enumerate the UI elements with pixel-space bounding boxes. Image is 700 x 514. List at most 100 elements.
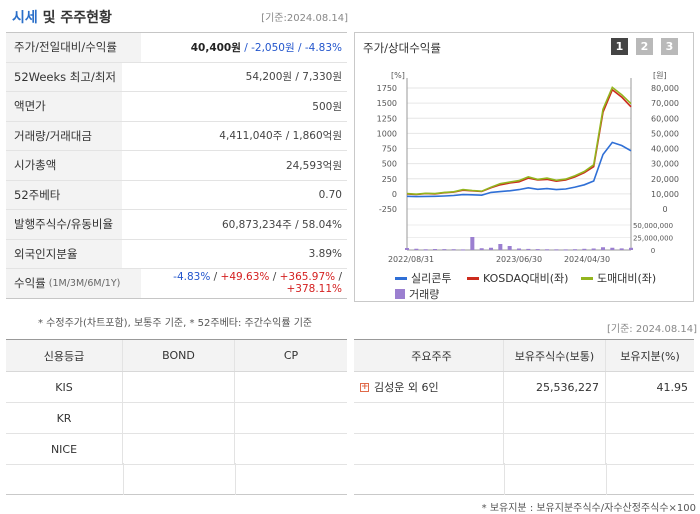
return-3m: +49.63%: [220, 271, 270, 284]
returns-periods: (1M/3M/6M/1Y): [48, 277, 121, 289]
credit-cp: [235, 434, 347, 464]
reference-date: [기준:2024.08.14]: [261, 13, 348, 24]
volume-tick-label: 50,000,000: [633, 222, 673, 230]
volume-bar: [498, 244, 503, 250]
right-tick-label: 10,000: [651, 190, 679, 199]
legend-swatch: [581, 276, 593, 280]
credit-header-cp: CP: [283, 349, 299, 362]
table-row: [354, 403, 694, 434]
major-shareholders-table: 주요주주 보유주식수(보통) 보유지분(%) + 김성운 외 6인 25,536,…: [354, 339, 694, 465]
table-row: KR: [6, 403, 347, 434]
volume-bar: [628, 247, 634, 250]
legend-stock: 실리콘투: [395, 270, 451, 286]
period-button-2[interactable]: 2: [636, 38, 653, 55]
stats-row-returns: 수익률 (1M/3M/6M/1Y) -4.83% / +49.63% / +365…: [6, 269, 347, 299]
table-row: KIS: [6, 372, 347, 403]
credit-bond: [123, 372, 235, 402]
legend-swatch: [395, 276, 407, 280]
volume-bar: [516, 248, 522, 250]
right-unit-label: [원]: [653, 71, 667, 80]
holder-name-cell[interactable]: + 김성운 외 6인: [354, 372, 504, 402]
stats-label: 52주베타: [6, 180, 122, 209]
volume-bar: [526, 248, 531, 250]
right-tick-label: 80,000: [651, 84, 679, 93]
stats-label: 액면가: [6, 92, 122, 121]
stats-value: 40,400원 / -2,050원 / -4.83%: [141, 40, 347, 55]
holders-empty-area: [354, 463, 694, 495]
stats-row-shares: 발행주식수/유동비율 60,873,234주 / 58.04%: [6, 210, 347, 240]
legend-kosdaq: KOSDAQ대비(좌): [467, 270, 568, 286]
left-tick-label: 1000: [377, 129, 397, 138]
right-tick-label: 30,000: [651, 160, 679, 169]
right-tick-label: 50,000: [651, 129, 679, 138]
return-1y: +378.11%: [286, 283, 342, 296]
stats-label: 거래량/거래대금: [6, 121, 122, 150]
credit-header-rating: 신용등급: [6, 340, 123, 371]
stats-value: 54,200원 / 7,330원: [245, 71, 342, 84]
volume-bar: [488, 247, 494, 250]
left-tick-label: 0: [392, 190, 397, 199]
holders-footnote: * 보유지분 : 보유지분주식수/자수산정주식수×100: [481, 503, 696, 514]
stats-label: 발행주식수/유동비율: [6, 210, 122, 239]
title-rest: 및 주주현황: [37, 10, 112, 26]
x-tick-label: 2023/06/30: [496, 255, 542, 264]
stats-value: 3.89%: [308, 247, 342, 260]
holders-header-name: 주요주주: [354, 340, 504, 371]
holder-shares: 25,536,227: [504, 372, 606, 402]
volume-tick-label: 0: [651, 247, 655, 255]
table-row: NICE: [6, 434, 347, 465]
stats-label: 시가총액: [6, 151, 122, 180]
reference-date-2: [기준: 2024.08.14]: [607, 324, 698, 335]
left-tick-label: 750: [382, 145, 397, 154]
expand-plus-icon[interactable]: +: [360, 381, 369, 392]
legend-label: KOSDAQ대비(좌): [483, 272, 569, 285]
legend-volume: 거래량: [395, 286, 439, 302]
volume-bar: [554, 249, 559, 251]
legend-label: 실리콘투: [411, 272, 452, 285]
holders-header-pct: 보유지분(%): [620, 349, 680, 363]
left-tick-label: 500: [382, 160, 397, 169]
legend-swatch: [467, 276, 479, 280]
volume-bar: [600, 247, 606, 250]
price-change: / -2,050원: [240, 41, 295, 54]
credit-bond: [123, 403, 235, 433]
price-chart-panel: 주가/상대수익률 1 2 3 1750 1500 1250 1000 750 500 250…: [354, 32, 694, 302]
volume-bar: [507, 246, 512, 250]
stats-label: 외국인지분율: [6, 239, 122, 268]
period-button-1[interactable]: 1: [611, 38, 628, 55]
volume-bar: [563, 249, 568, 251]
return-6m: +365.97%: [279, 271, 336, 284]
volume-bar: [404, 248, 410, 250]
credit-empty-area: [6, 463, 347, 495]
stats-row-foreign: 외국인지분율 3.89%: [6, 239, 347, 269]
legend-wholesale: 도매대비(좌): [581, 270, 656, 286]
credit-agency: NICE: [6, 434, 123, 464]
period-button-3[interactable]: 3: [661, 38, 678, 55]
left-tick-label: 1750: [377, 84, 397, 93]
volume-bar: [442, 249, 447, 251]
right-tick-label: 70,000: [651, 99, 679, 108]
left-tick-label: -250: [379, 205, 397, 214]
return-1m: -4.83%: [173, 271, 211, 284]
title-highlight: 시세: [12, 10, 38, 26]
right-tick-label: 20,000: [651, 175, 679, 184]
credit-header-row: 신용등급 BOND CP: [6, 340, 347, 372]
legend-label: 거래량: [409, 288, 440, 301]
stats-label: 52Weeks 최고/최저: [6, 62, 122, 91]
volume-bar: [414, 248, 419, 250]
price-chart: 1750 1500 1250 1000 750 500 250 0 -250 80,000 70,0…: [377, 71, 679, 264]
stats-value: 60,873,234주 / 58.04%: [221, 218, 342, 231]
volume-bar: [432, 249, 438, 250]
volume-bar: [572, 249, 578, 251]
holders-header-shares: 보유주식수(보통): [504, 340, 606, 371]
credit-rating-table: 신용등급 BOND CP KIS KR NICE: [6, 339, 347, 465]
table-row: [354, 434, 694, 465]
section-title: 시세 및 주주현황: [12, 7, 112, 27]
stock-price-line: [406, 141, 632, 198]
left-unit-label: [%]: [391, 71, 405, 80]
stats-label: 수익률 (1M/3M/6M/1Y): [6, 269, 141, 298]
credit-agency: KIS: [6, 372, 123, 402]
chart-title: 주가/상대수익률: [363, 41, 441, 55]
volume-bar: [582, 248, 587, 250]
right-tick-label: 60,000: [651, 114, 679, 123]
